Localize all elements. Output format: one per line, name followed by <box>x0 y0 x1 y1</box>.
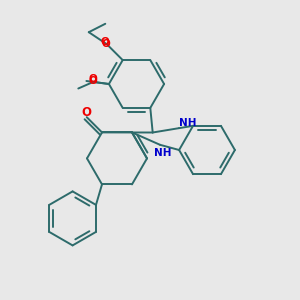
Text: NH: NH <box>154 148 171 158</box>
Text: O: O <box>88 74 98 84</box>
Text: NH: NH <box>179 118 197 128</box>
Text: O: O <box>81 106 91 119</box>
Text: O: O <box>101 37 110 47</box>
Text: O: O <box>88 76 97 86</box>
Text: O: O <box>102 39 111 49</box>
